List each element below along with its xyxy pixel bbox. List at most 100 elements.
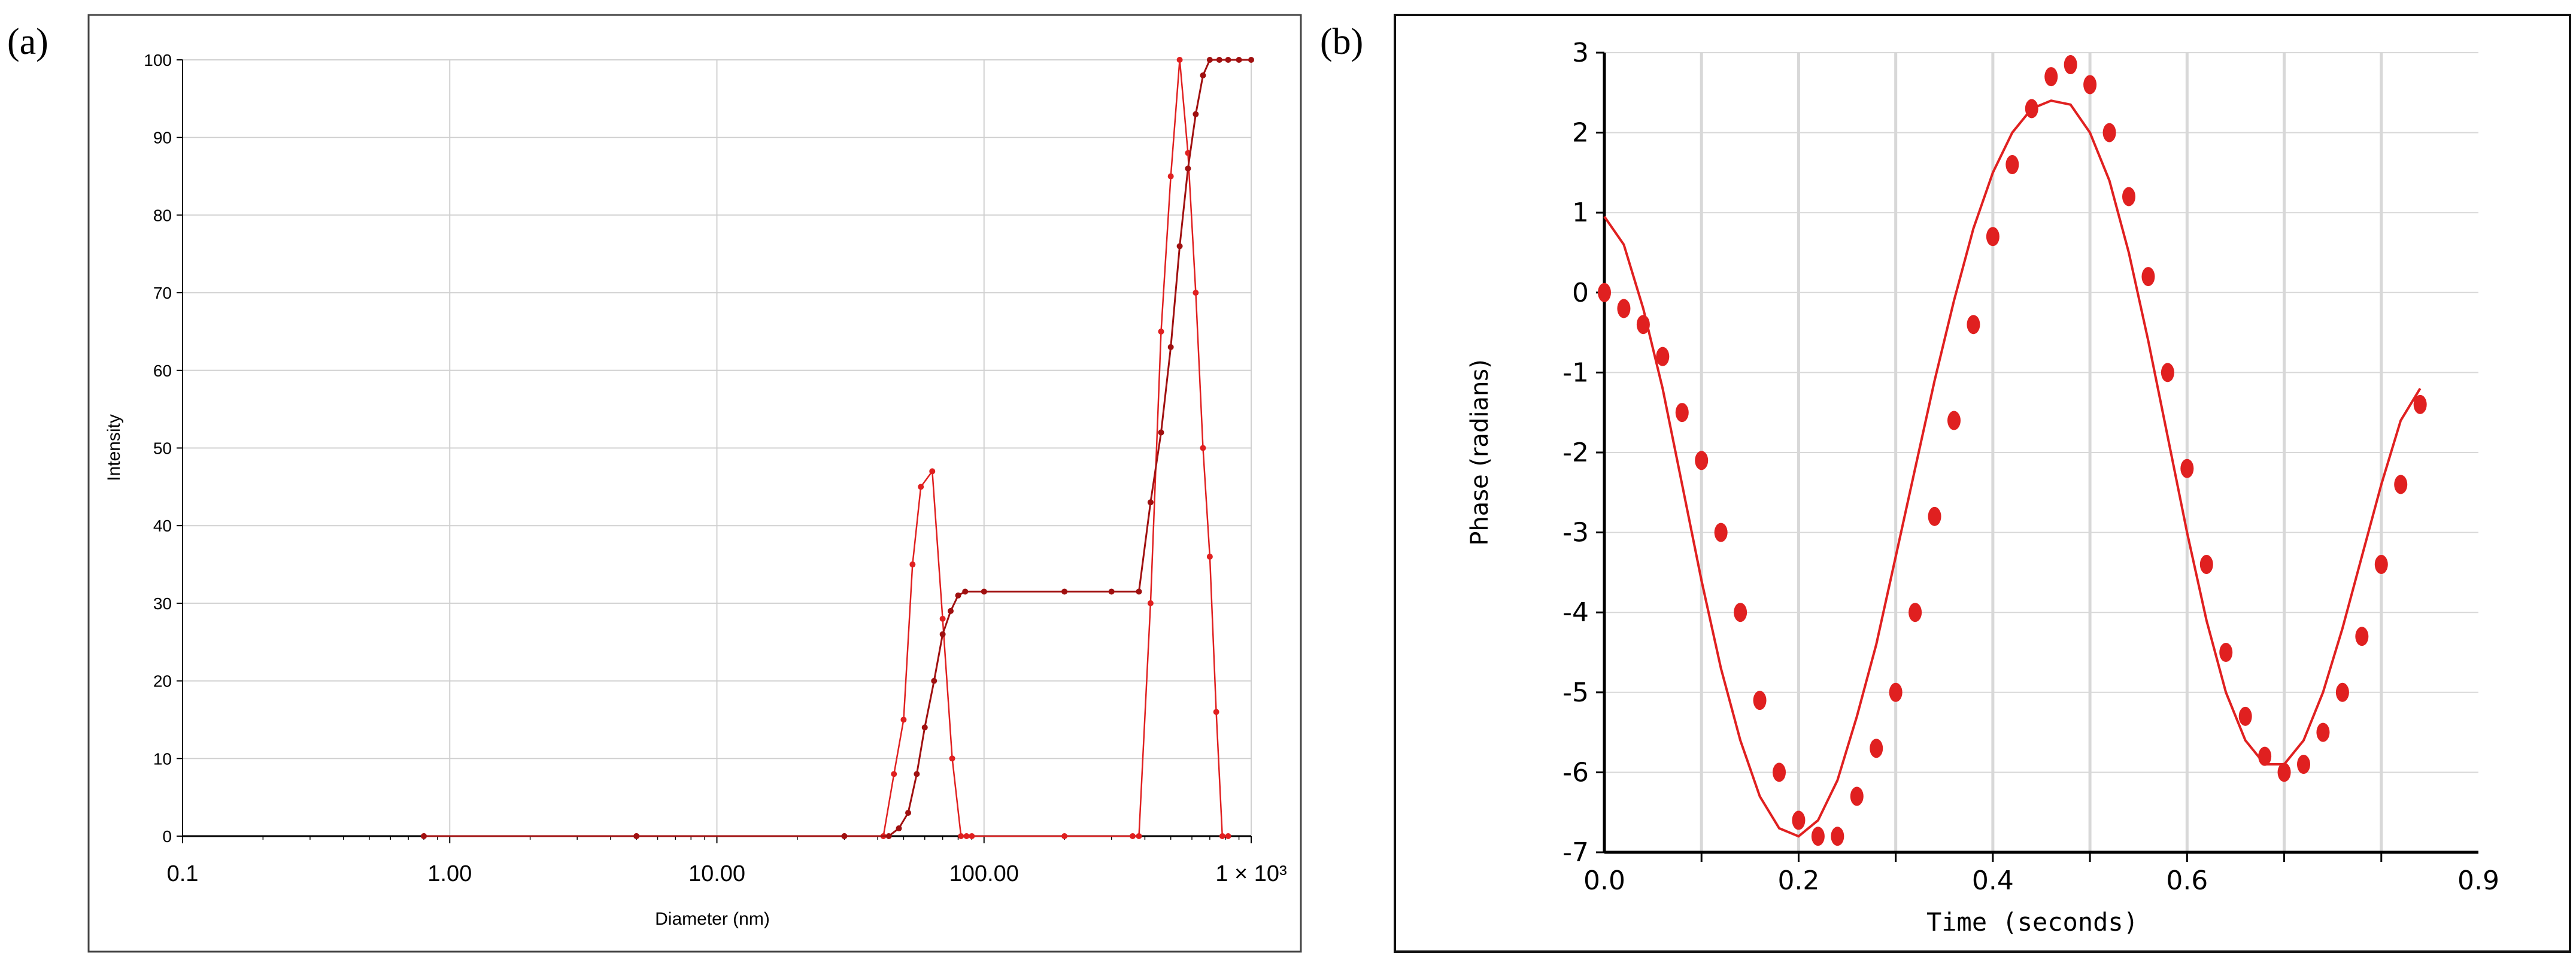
panel-a-data-point [909, 561, 916, 568]
panel-a-data-point [1158, 429, 1164, 436]
panel-a-data-point [947, 607, 954, 614]
panel-a-data-point [1225, 833, 1231, 839]
panel-b-y-tick-label: 1 [1572, 198, 1589, 228]
panel-b-grid [1604, 52, 2478, 852]
panel-a-data-point [1167, 344, 1174, 350]
panel-a-y-tick-label: 70 [153, 284, 172, 302]
panel-b-data-point [1656, 347, 1670, 366]
panel-b: (b) 3 2 1 0 -1 -2 -3 -4 -5 -6 -7 0.0 0.2 0.4 0.6 0.9 T… [1320, 14, 2571, 953]
panel-a-data-point [1176, 243, 1183, 250]
panel-b-data-point [2355, 627, 2369, 646]
panel-b-data-point [2083, 75, 2097, 95]
panel-a-x-tick-label: 0.1 [167, 861, 199, 886]
panel-b-y-tick-label: -1 [1562, 357, 1589, 388]
panel-b-data-point [1986, 227, 1999, 247]
panel-a-data-point [1206, 57, 1213, 63]
panel-b-x-axis-label: Time (seconds) [1926, 907, 2138, 937]
panel-b-frame [1394, 14, 2571, 953]
panel-b-data-point [1967, 315, 1980, 335]
panel-b-y-tick-label: 2 [1572, 118, 1589, 148]
panel-a-data-point [1216, 57, 1222, 63]
panel-a-y-tick-label: 60 [153, 362, 172, 380]
panel-a-data-point [1061, 588, 1068, 595]
panel-b-x-tick-label: 0.9 [2457, 865, 2499, 896]
panel-a-x-axis-label: Diameter (nm) [655, 909, 770, 929]
panel-a-series-line-distribution [424, 59, 1228, 837]
panel-b-data-point [2219, 643, 2233, 662]
panel-b-x-tick-label: 0.6 [2166, 865, 2208, 896]
panel-a-x-tick-label: 100.00 [949, 861, 1019, 886]
panel-b-data-point [1870, 739, 1883, 758]
panel-a-data-point [1176, 57, 1183, 63]
panel-b-data-point [2316, 722, 2330, 742]
panel-b-data-point [2044, 67, 2058, 87]
panel-a-data-point [955, 592, 961, 599]
panel-a-x-ticks: 0.1 1.00 10.00 100.00 1 × 10³ [167, 836, 1287, 886]
panel-b-y-ticks: 3 2 1 0 -1 -2 -3 -4 -5 -6 -7 [1562, 38, 1604, 868]
panel-b-data-point [2141, 267, 2155, 287]
panel-b-data-point [2374, 555, 2388, 575]
panel-a-data-point [1200, 72, 1206, 78]
panel-a-frame [87, 14, 1302, 953]
panel-a-data-point [421, 833, 427, 839]
panel-a-data-point [921, 724, 928, 731]
panel-a-data-point [939, 615, 946, 622]
panel-a-x-tick-label: 1 × 10³ [1215, 861, 1287, 886]
panel-a-data-point [962, 588, 969, 595]
panel-a-data-point [1136, 833, 1142, 839]
panel-b-data-point [1753, 691, 1767, 710]
panel-b-data-point [1773, 763, 1786, 782]
panel-a-data-point [1147, 600, 1154, 606]
panel-b-data-point [1598, 283, 1611, 302]
panel-a: (a) 0 10 20 30 40 50 60 70 80 90 100 0.1 1.00 10.00 1… [7, 14, 1302, 953]
panel-b-y-tick-label: -6 [1562, 757, 1589, 788]
panel-a-data-point [918, 484, 924, 490]
panel-b-y-tick-label: -7 [1562, 837, 1589, 868]
panel-b-data-point [1947, 411, 1961, 430]
panel-a-data-point [1193, 290, 1199, 296]
panel-b-data-point [1909, 603, 1922, 622]
panel-a-y-tick-label: 0 [162, 827, 172, 846]
panel-a-y-ticks: 0 10 20 30 40 50 60 70 80 90 100 [144, 51, 183, 846]
panel-a-data-point [885, 833, 892, 839]
panel-b-label: (b) [1320, 22, 1363, 62]
panel-a-data-point [939, 631, 946, 637]
panel-b-y-tick-label: -3 [1562, 518, 1589, 548]
panel-b-data-point [2277, 763, 2291, 782]
panel-a-x-tick-label: 10.00 [688, 861, 745, 886]
panel-a-data-point [963, 833, 970, 839]
panel-a-data-point [1061, 833, 1068, 839]
panel-b-data-point [2122, 187, 2135, 206]
panel-a-data-point [896, 825, 902, 832]
panel-b-data-point [2297, 755, 2310, 774]
panel-a-y-tick-label: 100 [144, 51, 172, 69]
panel-b-data-point [2199, 555, 2213, 575]
panel-b-x-tick-label: 0.0 [1583, 865, 1625, 896]
panel-b-fit-line [1603, 99, 2422, 838]
panel-a-data-point [1219, 833, 1225, 839]
panel-a-data-point [1206, 554, 1213, 560]
panel-b-data-point [2413, 394, 2427, 414]
panel-a-data-point [891, 771, 897, 777]
panel-a-data-point [1147, 499, 1154, 506]
panel-a-data-point [900, 716, 907, 723]
panel-b-data-point [2005, 155, 2019, 175]
panel-a-x-tick-label: 1.00 [427, 861, 472, 886]
panel-b-data-point [1714, 523, 1728, 542]
panel-a-data-point [949, 755, 955, 762]
panel-a-data-point [633, 833, 640, 839]
panel-b-data-point [1928, 506, 1941, 526]
panel-a-series [421, 57, 1254, 839]
panel-a-data-point [1158, 328, 1164, 335]
panel-b-y-tick-label: 3 [1572, 38, 1589, 68]
panel-b-y-tick-label: -4 [1562, 597, 1589, 628]
panel-a-data-point [1167, 173, 1174, 180]
panel-b-y-axis-label: Phase (radians) [1466, 359, 1494, 546]
panel-b-data-point [1889, 682, 1903, 702]
panel-a-data-point [1236, 57, 1242, 63]
panel-b-data-point [2102, 123, 2116, 142]
panel-a-data-point [929, 468, 936, 475]
panel-a-data-point [969, 833, 975, 839]
panel-a-data-point [1108, 588, 1115, 595]
